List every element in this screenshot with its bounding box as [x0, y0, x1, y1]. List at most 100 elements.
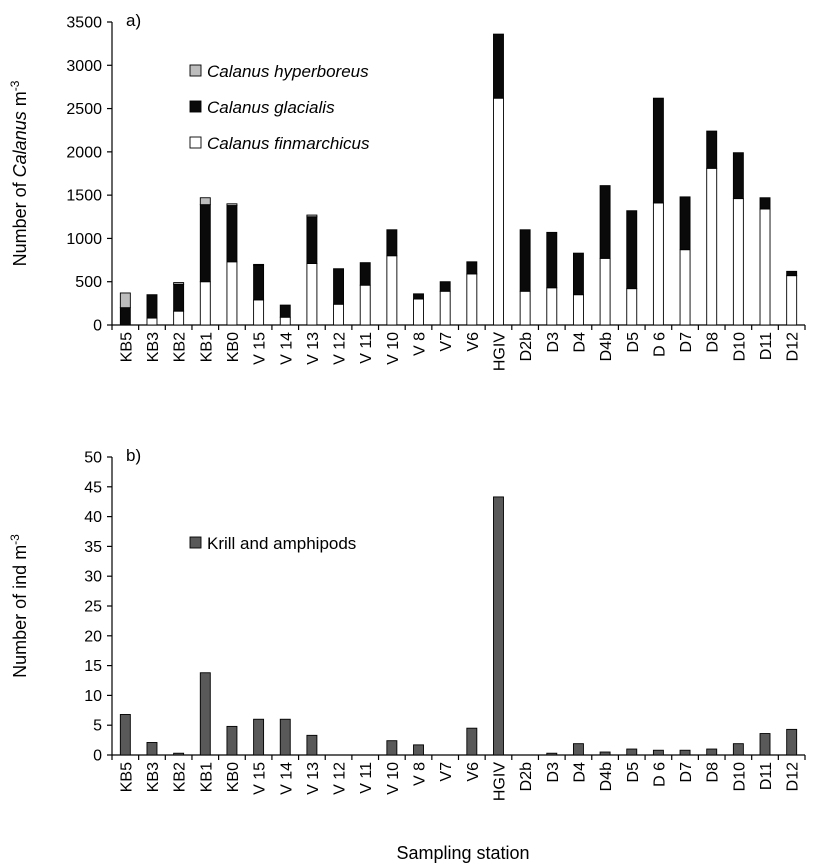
- bar-calanus-glacialis-v12: [333, 268, 345, 305]
- bar-calanus-finmarchicus-v8: [413, 298, 424, 326]
- x-tick-label: V 14: [278, 762, 295, 795]
- x-tick-label: KB1: [198, 332, 215, 362]
- bar-calanus-glacialis-hgiv: [493, 33, 504, 99]
- x-tick-label: D4b: [598, 762, 615, 791]
- bar-calanus-glacialis-kb3: [146, 294, 158, 319]
- bar-calanus-hyperboreus-v15: [253, 263, 265, 266]
- bar-calanus-glacialis-kb5: [119, 307, 131, 326]
- y-axis-title: Number of Calanus m-3: [8, 80, 30, 266]
- bar-calanus-finmarchicus-d10: [732, 198, 744, 326]
- bar-krill-and-amphipods-d4: [572, 743, 584, 756]
- x-tick-label: KB2: [172, 332, 189, 362]
- bar-calanus-finmarchicus-d11: [759, 208, 771, 326]
- x-tick-label: D11: [758, 762, 775, 790]
- panel-a-calanus-chart: 0 500 1000 1500 2000 2500 3000 3500 KB5 KB3 KB2 KB1…: [8, 11, 806, 371]
- y-tick-label: 1500: [66, 188, 102, 205]
- x-tick-label: V 11: [358, 332, 375, 364]
- y-tick-label: 500: [75, 274, 102, 291]
- bar-calanus-finmarchicus-v15: [253, 299, 265, 326]
- x-tick-label: V 11: [358, 762, 375, 794]
- x-tick-label: KB0: [225, 332, 242, 362]
- bar-krill-and-amphipods-v8: [413, 744, 424, 756]
- bar-krill-and-amphipods-kb3: [146, 742, 158, 756]
- bar-calanus-glacialis-v7: [439, 281, 451, 292]
- panel-b-krill-chart: 0 5 10 15 20 25 30 35 40 45 50 KB5 KB3 KB2 KB1 KB0 V 15 V…: [8, 446, 806, 801]
- bar-calanus-glacialis-d12: [786, 270, 798, 277]
- bar-calanus-glacialis-v13: [306, 216, 318, 264]
- bar-calanus-finmarchicus-v14: [279, 316, 291, 326]
- y-tick-label: 15: [84, 658, 102, 675]
- y-tick-label: 1000: [66, 231, 102, 248]
- legend-label: Calanus finmarchicus: [207, 134, 370, 153]
- x-tick-label: KB5: [118, 332, 135, 362]
- x-tick-label: V 13: [305, 762, 322, 795]
- y-tick-label: 40: [84, 509, 102, 526]
- legend: Krill and amphipods: [189, 534, 356, 553]
- bar-calanus-glacialis-v8: [413, 293, 424, 300]
- x-tick-label: V 8: [412, 332, 429, 356]
- bar-calanus-finmarchicus-d12: [786, 275, 798, 326]
- bar-calanus-finmarchicus-d5: [626, 288, 638, 326]
- bar-krill-and-amphipods-kb0: [226, 725, 238, 756]
- bar-krill-and-amphipods-d4b: [599, 751, 611, 756]
- bar-calanus-hyperboreus-kb0: [226, 203, 238, 206]
- x-tick-label: HGIV: [491, 762, 508, 801]
- y-tick-label: 35: [84, 539, 102, 556]
- y-tick-label: 0: [93, 748, 102, 765]
- x-tick-label: D10: [731, 762, 748, 791]
- bar-calanus-finmarchicus-d7: [679, 249, 691, 326]
- x-tick-label: D7: [678, 762, 695, 783]
- y-tick-label: 30: [84, 569, 102, 586]
- bar-calanus-finmarchicus-v10: [386, 255, 398, 326]
- x-tick-label: D3: [545, 762, 562, 783]
- y-tick-label: 50: [84, 450, 102, 467]
- bar-calanus-glacialis-v6: [466, 261, 478, 275]
- bar-calanus-finmarchicus-kb0: [226, 261, 238, 326]
- legend-label: Calanus hyperboreus: [207, 62, 369, 81]
- legend-label: Calanus glacialis: [207, 98, 335, 117]
- legend-swatch: [189, 536, 202, 549]
- bar-krill-and-amphipods-d3: [546, 752, 558, 756]
- bar-krill-and-amphipods-d12: [786, 728, 798, 756]
- y-tick-label: 2000: [66, 144, 102, 161]
- bar-krill-and-amphipods-kb5: [119, 714, 131, 756]
- y-tick-label: 45: [84, 479, 102, 496]
- x-tick-label: D2b: [518, 762, 535, 791]
- legend: Calanus hyperboreus Calanus glacialis Cala…: [189, 62, 370, 153]
- legend-swatch: [189, 136, 202, 149]
- x-tick-label: D5: [625, 762, 642, 783]
- bar-krill-and-amphipods-hgiv: [493, 496, 504, 756]
- y-tick-label: 3500: [66, 15, 102, 32]
- bar-calanus-glacialis-kb2: [173, 283, 185, 312]
- bar-calanus-finmarchicus-v12: [333, 303, 345, 326]
- x-tick-label: D4b: [598, 332, 615, 361]
- x-tick-label: V 10: [385, 332, 402, 365]
- x-tick-label: D 6: [651, 762, 668, 787]
- bar-krill-and-amphipods-d11: [759, 733, 771, 756]
- x-tick-label: D2b: [518, 332, 535, 361]
- bar-krill-and-amphipods-kb2: [173, 752, 185, 756]
- x-tick-label: V 15: [252, 332, 269, 365]
- x-axis-title: Sampling station: [396, 843, 529, 863]
- x-tick-label: V 12: [332, 762, 349, 795]
- bar-calanus-finmarchicus-d2b: [519, 290, 531, 326]
- bar-calanus-finmarchicus-d6: [652, 202, 664, 326]
- legend-swatch: [189, 100, 202, 113]
- bar-calanus-finmarchicus-v6: [466, 273, 478, 326]
- y-tick-label: 25: [84, 599, 102, 616]
- x-tick-label: D3: [545, 332, 562, 353]
- x-tick-label: KB3: [145, 762, 162, 792]
- x-tick-label: D5: [625, 332, 642, 353]
- y-tick-label: 20: [84, 628, 102, 645]
- y-tick-label: 10: [84, 688, 102, 705]
- panel-label: b): [126, 446, 141, 465]
- bar-calanus-finmarchicus-v7: [439, 290, 451, 326]
- bar-calanus-finmarchicus-d8: [706, 167, 718, 326]
- bar-krill-and-amphipods-d6: [652, 749, 664, 756]
- y-tick-label: 0: [93, 318, 102, 335]
- y-tick-label: 3000: [66, 58, 102, 75]
- bar-calanus-glacialis-d2b: [519, 229, 531, 292]
- y-tick-label: 5: [93, 718, 102, 735]
- x-tick-label: KB5: [118, 762, 135, 792]
- legend-label: Krill and amphipods: [207, 534, 356, 553]
